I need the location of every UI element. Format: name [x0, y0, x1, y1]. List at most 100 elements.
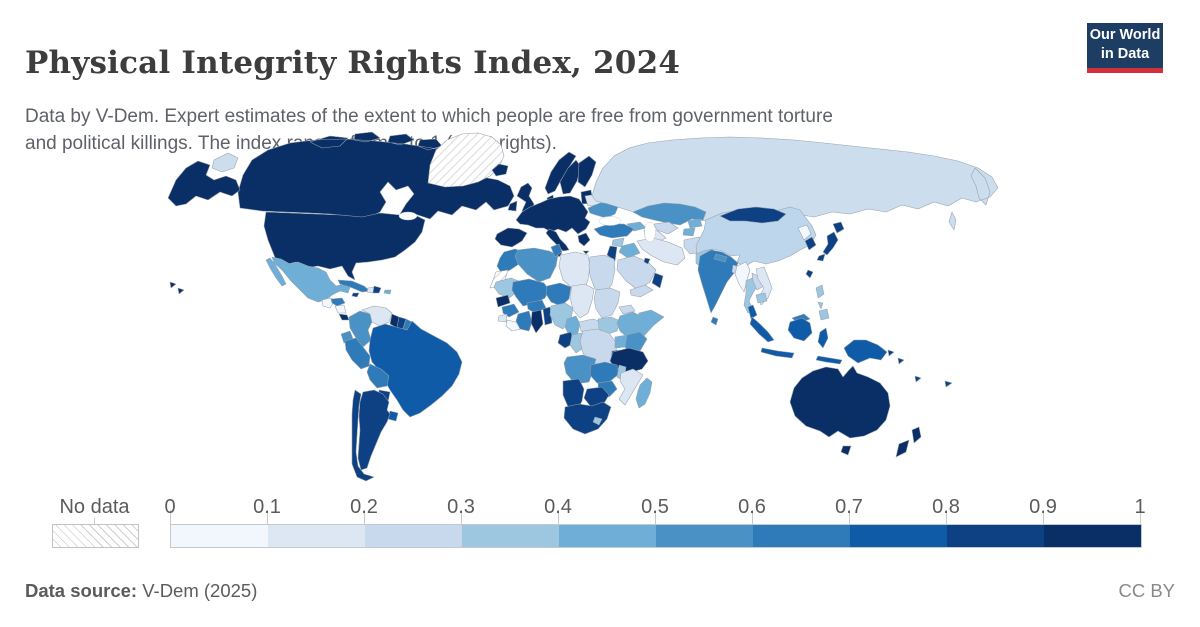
map-region-algeria[interactable]: Algeria — 0.5–0.6 — [514, 247, 559, 283]
legend-bin-0.9–1[interactable] — [1044, 525, 1141, 547]
map-region-sri-lanka[interactable]: Sri Lanka — 0.6–0.7 — [710, 316, 719, 326]
map-region-indonesia[interactable]: Indonesia — 0.7–0.8 — [749, 316, 843, 365]
map-region-usa[interactable]: United States — 0.9–1 — [167, 160, 241, 207]
map-region-libya[interactable]: Libya — 0.1–0.2 — [558, 251, 591, 289]
map-region-norway[interactable]: Norway — 0.9–1 — [544, 151, 577, 195]
legend-bin-0.5–0.6[interactable] — [656, 525, 753, 547]
map-region-mozambique[interactable]: Mozambique — 0.1–0.2 — [618, 368, 644, 406]
legend-bin-0.1–0.2[interactable] — [268, 525, 365, 547]
map-region-ghana[interactable]: Ghana — 0.9–1 — [530, 309, 544, 334]
map-region-nepal[interactable]: Nepal — 0.5–0.6 — [713, 253, 728, 263]
map-region-dominican-republic[interactable]: Dominican Republic — 0.8–0.9 — [372, 285, 382, 294]
map-region-nicaragua[interactable]: Nicaragua — 0–0.1 — [334, 304, 347, 314]
map-region-costa-rica[interactable]: Costa Rica — 0.9–1 — [338, 313, 350, 321]
legend-no-data-label: No data — [59, 496, 130, 518]
map-region-cuba[interactable]: Cuba — 0.6–0.7 — [337, 279, 371, 293]
map-region-jamaica[interactable]: Jamaica — 0.8–0.9 — [351, 292, 360, 298]
map-region-honduras[interactable]: Honduras — 0.6–0.7 — [330, 297, 346, 307]
map-region-japan[interactable]: Japan — 0.8–0.9 — [816, 221, 845, 262]
map-region-senegal[interactable]: Senegal — 0.9–1 — [495, 294, 511, 308]
map-region-niger[interactable]: Niger — 0.6–0.7 — [545, 282, 572, 307]
map-region-ireland[interactable]: Ireland — 0.9–1 — [507, 200, 518, 212]
map-region-ivory-coast[interactable]: Côte d'Ivoire — 0.6–0.7 — [515, 310, 533, 332]
map-region-argentina[interactable]: Argentina — 0.8–0.9 — [357, 389, 391, 471]
map-region-egypt[interactable]: Egypt — 0.2–0.3 — [588, 254, 616, 292]
map-region-kyrgyzstan[interactable]: Kyrgyzstan — 0.4–0.5 — [687, 218, 703, 229]
map-region-tajikistan[interactable]: Tajikistan — 0.4–0.5 — [682, 227, 696, 237]
map-region-chile[interactable]: Chile — 0.8–0.9 — [351, 389, 375, 482]
legend-bin-0.3–0.4[interactable] — [462, 525, 559, 547]
map-region-oman[interactable]: Oman — 0.8–0.9 — [651, 272, 664, 289]
map-region-yemen[interactable]: Yemen — 0.2–0.3 — [629, 284, 654, 298]
legend-bin-0.7–0.8[interactable] — [850, 525, 947, 547]
map-region-taiwan[interactable]: Taiwan — 0.8–0.9 — [805, 269, 814, 279]
legend-colorbar[interactable]: 0 0.1 0.2 0.3 0.4 0.5 0.6 0.7 0.8 0.9 1 — [164, 496, 1146, 551]
map-region-greenland[interactable]: Greenland — No data — [427, 132, 505, 188]
map-region-south-korea[interactable]: South Korea — 0.8–0.9 — [804, 236, 817, 251]
legend-bin-0.2–0.3[interactable] — [365, 525, 462, 547]
map-region-iran[interactable]: Iran — 0.1–0.2 — [636, 237, 686, 266]
map-region-israel-jordan[interactable]: Israel & Jordan — 0.8–0.9 — [606, 245, 618, 262]
map-region-chad[interactable]: Chad — 0.1–0.2 — [569, 283, 595, 319]
map-region-new-zealand[interactable]: New Zealand — 0.9–1 — [895, 426, 922, 458]
map-region-mongolia[interactable]: Mongolia — 0.8–0.9 — [719, 206, 787, 224]
map-region-tunisia[interactable]: Tunisia — 0.6–0.7 — [550, 243, 563, 258]
map-region-iceland[interactable]: Iceland — 0.9–1 — [491, 163, 509, 177]
map-region-united-kingdom[interactable]: United Kingdom — 0.9–1 — [516, 182, 535, 213]
legend-bin-0.8–0.9[interactable] — [947, 525, 1044, 547]
map-region-western-europe[interactable]: Western & Central Europe — 0.9–1 — [515, 195, 591, 235]
legend-tick-mark — [364, 510, 365, 524]
map-region-sierra-leone[interactable]: Sierra Leone — 0.1–0.2 — [497, 313, 508, 323]
map-region-angola[interactable]: Angola — 0.5–0.6 — [563, 354, 597, 385]
map-region-bolivia[interactable]: Bolivia — 0.6–0.7 — [366, 363, 390, 389]
map-region-togo-benin[interactable]: Togo & Benin — 0.8–0.9 — [542, 306, 553, 326]
map-region-malaysia[interactable]: Malaysia — 0.7–0.8 — [747, 304, 758, 320]
map-region-kazakhstan[interactable]: Kazakhstan — 0.5–0.6 — [632, 202, 707, 226]
map-countries[interactable]: Canada — 0.9–1 United States — 0.9–1 Rus… — [167, 131, 999, 482]
map-region-uzbekistan[interactable]: Uzbekistan — 0.2–0.3 — [653, 221, 679, 235]
owid-logo[interactable]: Our World in Data — [1087, 23, 1163, 73]
map-region-south-africa[interactable]: South Africa — 0.8–0.9 — [563, 401, 612, 435]
map-region-mexico[interactable]: Mexico — 0.4–0.5 — [265, 256, 351, 303]
map-region-spain[interactable]: Spain & Portugal — 0.9–1 — [494, 227, 528, 248]
legend-bin-0.4–0.5[interactable] — [559, 525, 656, 547]
map-region-liberia[interactable]: Liberia — 0–0.1 — [505, 319, 522, 332]
map-region-mali[interactable]: Mali — 0.6–0.7 — [511, 278, 550, 307]
map-region-greece[interactable]: Greece — 0.9–1 — [577, 232, 591, 255]
legend-no-data-tick — [94, 518, 95, 524]
map-region-lesotho[interactable]: Lesotho — 0.3–0.4 — [592, 416, 603, 426]
legend-bin-0–0.1[interactable] — [171, 525, 268, 547]
map-region-cambodia[interactable]: Cambodia — 0.3–0.4 — [755, 292, 768, 304]
map-region-eritrea[interactable]: Eritrea — 0.2–0.3 — [618, 304, 636, 315]
map-region-philippines[interactable]: Philippines — 0.3–0.4 — [815, 284, 830, 321]
legend-bin-0.6–0.7[interactable] — [753, 525, 850, 547]
map-region-south-sudan[interactable]: South Sudan — 0.3–0.4 — [597, 316, 621, 336]
map-region-china[interactable]: China — 0.2–0.3 — [695, 206, 817, 268]
map-region-colombia[interactable]: Colombia — 0.5–0.6 — [348, 310, 373, 348]
map-region-zambia[interactable]: Zambia — 0.6–0.7 — [589, 361, 620, 384]
legend-tick-label: 0.7 — [835, 496, 863, 518]
map-region-turkey[interactable]: Turkey — 0.6–0.7 — [593, 223, 635, 239]
map-region-madagascar[interactable]: Madagascar — 0.4–0.5 — [635, 377, 653, 409]
map-region-puerto-rico[interactable]: Puerto Rico — 0.4–0.5 — [383, 289, 392, 295]
map-region-iraq[interactable]: Iraq — 0.4–0.5 — [618, 242, 641, 259]
map-region-russia[interactable]: Russia — 0.2–0.3 — [211, 152, 239, 173]
legend-no-data-swatch[interactable] — [52, 524, 139, 548]
map-region-guatemala[interactable]: Guatemala — 0–0.1 — [321, 297, 335, 309]
map-region-kuwait[interactable]: Kuwait — 0.8–0.9 — [643, 257, 651, 265]
map-region-syria[interactable]: Syria — 0.3–0.4 — [611, 237, 625, 248]
legend-no-data[interactable]: No data — [52, 496, 139, 551]
map-region-saudi-arabia[interactable]: Saudi Arabia — 0.2–0.3 — [616, 255, 657, 291]
map-region-guinea[interactable]: Guinea — 0.6–0.7 — [501, 303, 520, 318]
map-region-venezuela[interactable]: Venezuela — 0.1–0.2 — [361, 305, 393, 327]
license-link[interactable]: CC BY — [1118, 580, 1175, 601]
map-region-australia[interactable]: Australia — 0.9–1 — [789, 365, 891, 456]
map-region-pacific-islands[interactable]: Pacific islands — 0.8–0.9 — [887, 349, 953, 388]
map-region-north-korea[interactable]: North Korea — 0–0.1 — [797, 224, 812, 241]
map-region-sudan[interactable]: Sudan — 0.2–0.3 — [593, 287, 621, 319]
map-region-myanmar[interactable]: Myanmar — 0–0.1 — [734, 261, 751, 293]
map-region-new-guinea[interactable]: Papua New Guinea — 0.7–0.8 — [843, 339, 888, 364]
map-region-finland[interactable]: Finland — 0.9–1 — [577, 155, 597, 188]
map-region-india[interactable]: India — 0.6–0.7 — [697, 249, 739, 314]
